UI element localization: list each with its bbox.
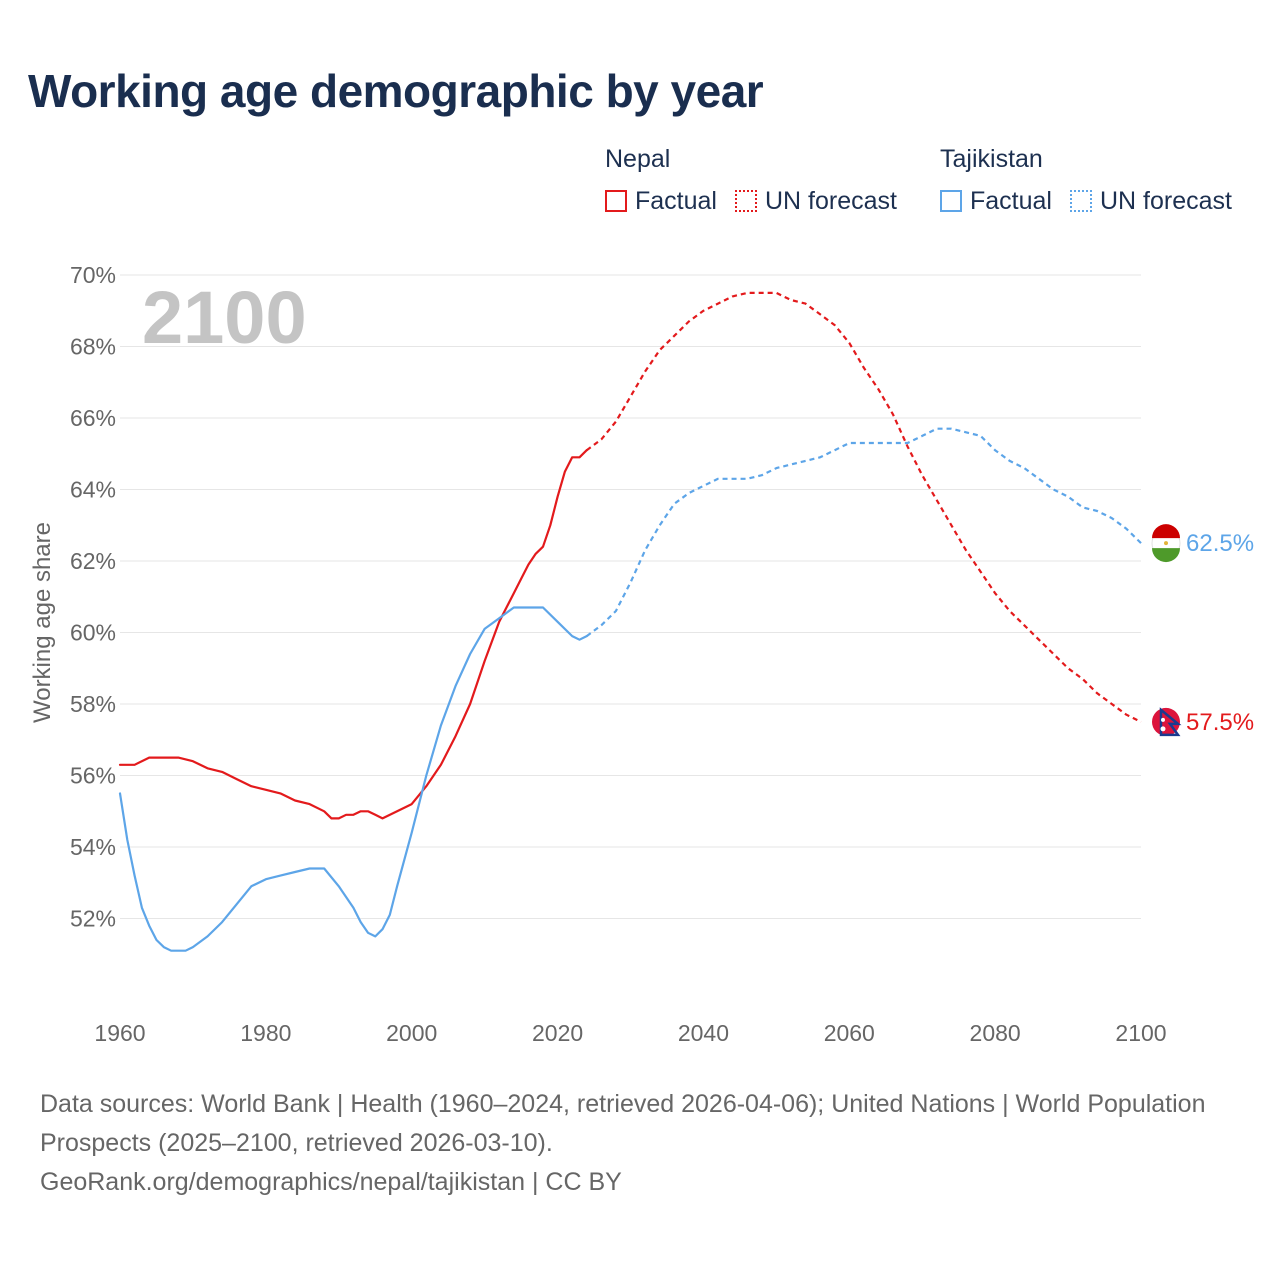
y-tick-label: 56%: [70, 763, 116, 789]
legend-label-nepal-forecast: UN forecast: [764, 186, 897, 215]
legend-swatch-nepal-forecast: [734, 190, 757, 212]
legend-country-tajikistan: Tajikistan: [940, 145, 1043, 173]
tajikistan-forecast-line: [586, 427, 1142, 637]
data-source-note: Data sources: World Bank | Health (1960–…: [40, 1085, 1220, 1202]
x-tick-label: 2000: [386, 1020, 437, 1046]
x-tick-label: 2100: [1115, 1020, 1166, 1046]
legend-swatch-tajikistan-factual: [940, 190, 962, 212]
x-axis-ticks: 1960 1980 2000 2020 2040 2060 2080 2100: [94, 1020, 1166, 1046]
x-tick-label: 2020: [532, 1020, 583, 1046]
y-tick-label: 70%: [70, 262, 116, 288]
legend-nepal-factual[interactable]: Factual: [605, 187, 717, 216]
chart-title: Working age demographic by year: [28, 65, 764, 117]
legend-tajikistan-factual[interactable]: Factual: [940, 187, 1052, 216]
y-tick-label: 68%: [70, 334, 116, 360]
legend-label-tajikistan-forecast: UN forecast: [1099, 186, 1232, 215]
legend-label-nepal-factual: Factual: [635, 186, 717, 215]
y-axis-ticks: 52% 54% 56% 58% 60% 62% 64% 66% 68% 70%: [70, 262, 116, 932]
y-tick-label: 66%: [70, 405, 116, 431]
tajikistan-end-value-label: 62.5%: [1186, 530, 1254, 557]
y-tick-label: 62%: [70, 548, 116, 574]
y-tick-label: 60%: [70, 620, 116, 646]
nepal-factual-line: [118, 449, 588, 820]
y-tick-label: 58%: [70, 691, 116, 717]
source-line-2[interactable]: GeoRank.org/demographics/nepal/tajikista…: [40, 1168, 622, 1196]
nepal-flag-border: [1159, 707, 1182, 737]
y-axis-label: Working age share: [29, 522, 56, 723]
tajikistan-flag-icon: [1151, 524, 1181, 563]
legend-nepal-forecast[interactable]: UN forecast: [734, 186, 897, 216]
end-flags: 57.5% 62.5%: [1151, 524, 1254, 737]
legend-tajikistan-forecast[interactable]: UN forecast: [1069, 186, 1232, 216]
legend-group-tajikistan: Tajikistan Factual UN forecast: [940, 142, 1232, 218]
legend-swatch-nepal-factual: [605, 190, 627, 212]
tajikistan-flag-crown: [1164, 541, 1168, 546]
nepal-flag-icon: [1152, 707, 1182, 737]
year-watermark: 2100: [142, 276, 307, 359]
gridlines: [120, 274, 1141, 919]
x-tick-label: 2040: [678, 1020, 729, 1046]
legend-country-nepal: Nepal: [605, 145, 671, 173]
y-tick-label: 54%: [70, 834, 116, 860]
x-tick-label: 2060: [824, 1020, 875, 1046]
tajikistan-factual-line: [118, 606, 588, 952]
line-chart: 2100 52% 54% 56% 58% 60% 62% 64% 66% 68% 70% 1960…: [29, 262, 1254, 1046]
nepal-flag-moon: [1161, 717, 1165, 722]
series-lines: [118, 291, 1142, 952]
tajikistan-flag-red-band: [1152, 524, 1181, 539]
x-tick-label: 2080: [970, 1020, 1021, 1046]
nepal-end-value-label: 57.5%: [1186, 709, 1254, 736]
y-tick-label: 52%: [70, 906, 116, 932]
nepal-forecast-line: [586, 291, 1142, 723]
y-tick-label: 64%: [70, 477, 116, 503]
legend-swatch-tajikistan-forecast: [1069, 190, 1092, 212]
source-line-1: Data sources: World Bank | Health (1960–…: [40, 1090, 1206, 1157]
x-tick-label: 1980: [240, 1020, 291, 1046]
legend-label-tajikistan-factual: Factual: [970, 186, 1052, 215]
legend-group-nepal: Nepal Factual UN forecast: [605, 142, 897, 218]
tajikistan-flag-green-band: [1152, 548, 1181, 563]
nepal-flag-sun: [1160, 726, 1166, 732]
x-tick-label: 1960: [94, 1020, 145, 1046]
